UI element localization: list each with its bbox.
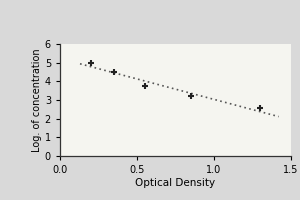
X-axis label: Optical Density: Optical Density	[135, 178, 216, 188]
Y-axis label: Log. of concentration: Log. of concentration	[32, 48, 42, 152]
